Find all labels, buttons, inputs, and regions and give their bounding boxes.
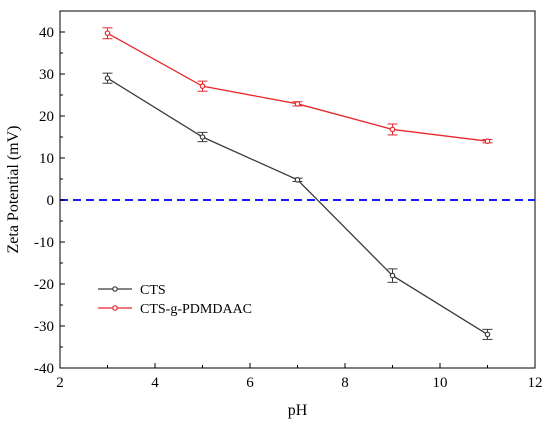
x-tick-label: 6 [246, 375, 254, 391]
data-point [199, 83, 206, 89]
y-tick-label: -40 [34, 361, 54, 377]
x-axis-title: pH [288, 402, 308, 419]
legend-label: CTS [140, 283, 166, 298]
x-tick-label: 2 [56, 375, 64, 391]
series-line-1 [107, 32, 488, 142]
y-tick-label: 30 [39, 67, 54, 83]
y-axis-title: Zeta Potential (mV) [5, 126, 22, 254]
y-tick-label: -20 [34, 277, 54, 293]
data-point [484, 331, 491, 338]
data-point [104, 75, 111, 82]
y-tick-label: -10 [34, 235, 54, 251]
data-point [294, 101, 301, 107]
y-tick-label: 0 [47, 193, 55, 209]
y-tick-label: 40 [39, 25, 54, 41]
data-point [104, 30, 111, 37]
data-point [389, 272, 396, 279]
data-point [199, 134, 206, 140]
y-tick-label: 10 [39, 151, 54, 167]
x-tick-label: 10 [433, 375, 448, 391]
legend-marker [112, 286, 118, 292]
x-tick-label: 4 [151, 375, 159, 391]
data-point [294, 177, 301, 183]
y-tick-label: -30 [34, 319, 54, 335]
data-point [484, 138, 491, 145]
x-tick-label: 8 [341, 375, 349, 391]
legend-marker [112, 305, 118, 311]
y-tick-label: 20 [39, 109, 54, 125]
plot-frame [59, 10, 536, 369]
data-point [389, 126, 396, 133]
x-tick-label: 12 [528, 375, 543, 391]
legend-label: CTS-g-PDMDAAC [140, 302, 252, 317]
